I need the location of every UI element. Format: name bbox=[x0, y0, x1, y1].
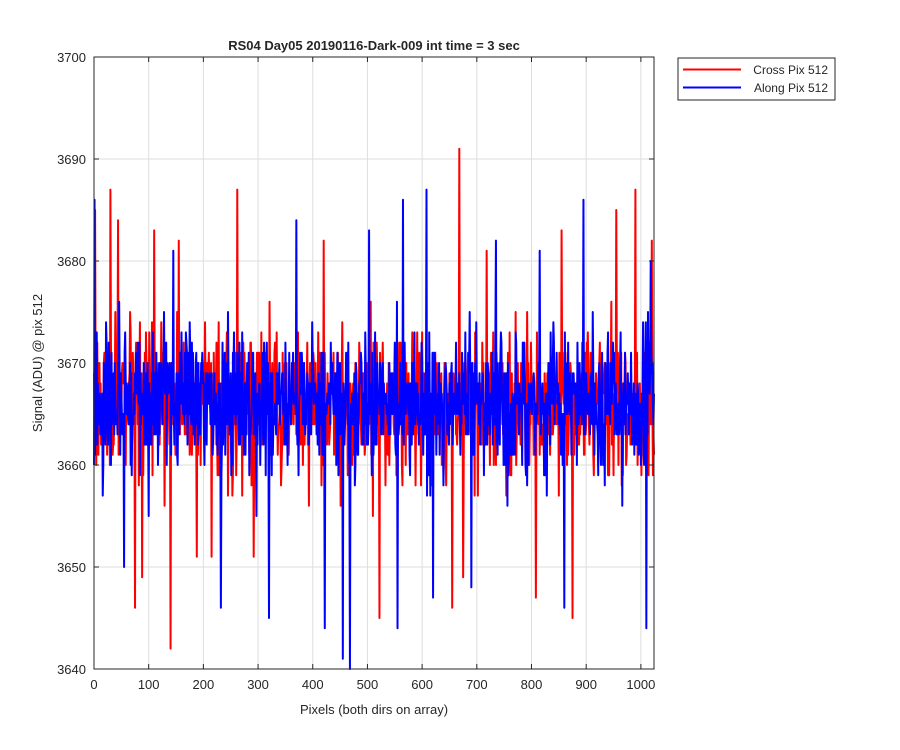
y-axis-label: Signal (ADU) @ pix 512 bbox=[30, 294, 45, 432]
plot-area: 0 100 200 300 400 500 600 700 800 900 1000 3640 365… bbox=[57, 50, 655, 692]
x-tick-label: 100 bbox=[138, 677, 160, 692]
x-tick-label: 400 bbox=[302, 677, 324, 692]
x-ticks: 0 100 200 300 400 500 600 700 800 900 1000 bbox=[90, 57, 655, 692]
x-tick-label: 1000 bbox=[626, 677, 655, 692]
legend-box bbox=[677, 57, 836, 101]
x-tick-label: 0 bbox=[90, 677, 97, 692]
legend-label-cross: Cross Pix 512 bbox=[753, 63, 828, 77]
legend: Cross Pix 512 Along Pix 512 bbox=[677, 57, 836, 101]
y-tick-label: 3640 bbox=[57, 662, 86, 677]
y-tick-label: 3660 bbox=[57, 458, 86, 473]
x-tick-label: 800 bbox=[521, 677, 543, 692]
y-tick-label: 3680 bbox=[57, 254, 86, 269]
series-layer bbox=[93, 147, 655, 670]
y-tick-label: 3700 bbox=[57, 50, 86, 65]
x-tick-label: 500 bbox=[357, 677, 379, 692]
x-axis-label: Pixels (both dirs on array) bbox=[300, 702, 448, 717]
x-tick-label: 300 bbox=[247, 677, 269, 692]
x-tick-label: 200 bbox=[193, 677, 215, 692]
x-tick-label: 600 bbox=[411, 677, 433, 692]
x-tick-label: 900 bbox=[575, 677, 597, 692]
chart-title: RS04 Day05 20190116-Dark-009 int time = … bbox=[228, 38, 520, 53]
y-tick-label: 3690 bbox=[57, 152, 86, 167]
x-tick-label: 700 bbox=[466, 677, 488, 692]
legend-label-along: Along Pix 512 bbox=[754, 81, 828, 95]
y-tick-label: 3650 bbox=[57, 560, 86, 575]
y-tick-label: 3670 bbox=[57, 356, 86, 371]
y-ticks: 3640 3650 3660 3670 3680 3690 3700 bbox=[57, 50, 654, 677]
series-line-1 bbox=[93, 188, 655, 670]
